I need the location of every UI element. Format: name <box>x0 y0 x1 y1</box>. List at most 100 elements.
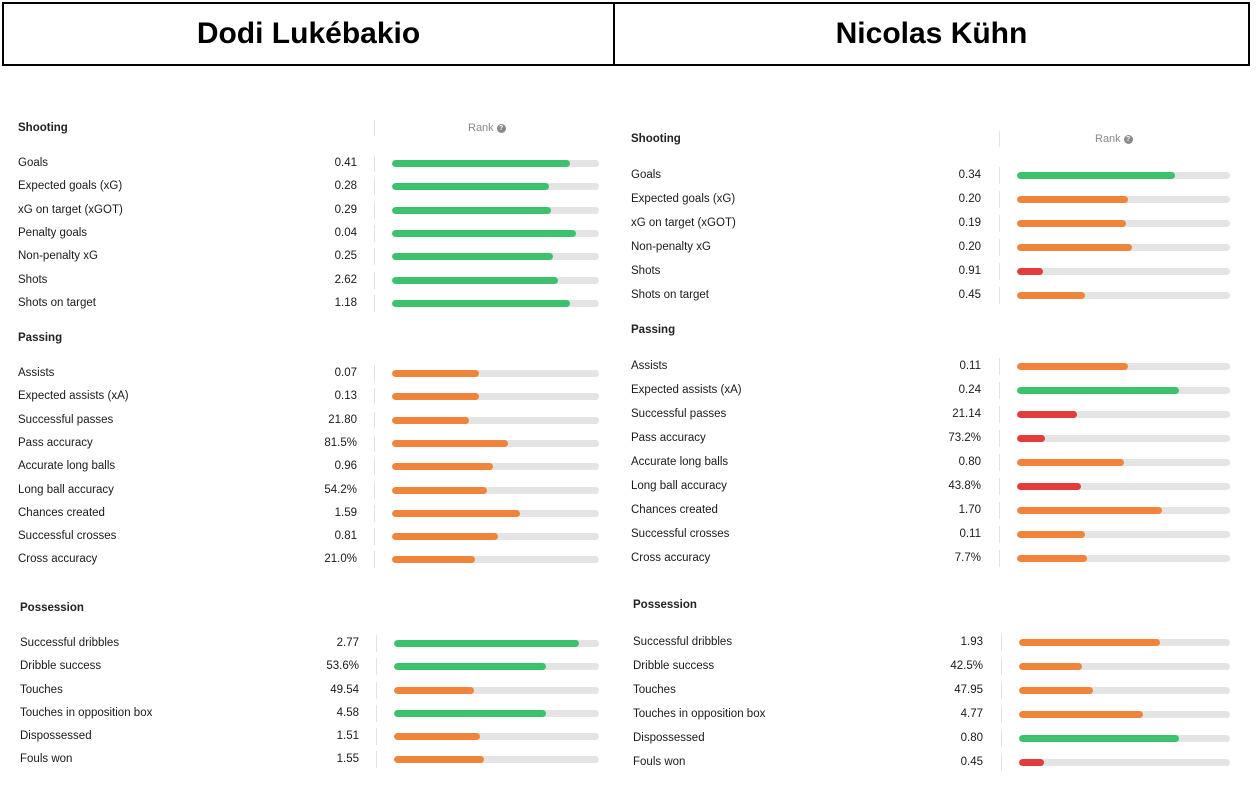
stat-row: Assists 0.07 <box>0 365 1256 385</box>
stat-label: Assists <box>631 360 668 372</box>
stat-label: Chances created <box>18 507 105 519</box>
stat-divider <box>999 478 1000 495</box>
rank-bar-track <box>392 183 599 190</box>
stat-value: 42.5% <box>950 660 983 672</box>
rank-bar-track <box>1017 268 1230 275</box>
stat-label: Goals <box>631 169 662 181</box>
stat-row: Chances created 1.70 <box>0 502 1256 522</box>
stat-value: 0.13 <box>334 390 357 402</box>
stat-divider <box>374 388 375 405</box>
stat-value: 0.80 <box>960 732 983 744</box>
rank-bar-track <box>1017 220 1230 227</box>
stat-row: Successful crosses 0.81 <box>0 528 1256 548</box>
stat-divider <box>376 682 377 699</box>
stat-label: Expected goals (xG) <box>18 180 123 192</box>
stat-value: 0.25 <box>334 250 357 262</box>
stat-row: Successful crosses 0.11 <box>0 526 1256 546</box>
stat-row: Penalty goals 0.04 <box>0 225 1256 245</box>
rank-bar-fill <box>392 300 571 307</box>
rank-bar-fill <box>1019 711 1144 718</box>
stat-row: Assists 0.11 <box>0 358 1256 378</box>
stat-row: Successful dribbles 1.93 <box>0 634 1256 654</box>
stat-value: 0.11 <box>959 360 981 372</box>
rank-bar-fill <box>1017 172 1175 179</box>
stat-divider <box>1001 634 1002 651</box>
stat-row: Dispossessed 1.51 <box>0 728 1256 748</box>
rank-bar-track <box>392 487 599 494</box>
stat-divider <box>999 287 1000 304</box>
rank-bar-fill <box>392 393 479 400</box>
rank-bar-fill <box>1017 220 1126 227</box>
rank-bar-fill <box>1017 196 1128 203</box>
rank-bar-fill <box>394 640 579 647</box>
help-icon[interactable]: ? <box>496 123 506 133</box>
stat-label: Successful passes <box>18 414 114 426</box>
rank-bar-fill <box>1017 411 1077 418</box>
stat-value: 4.77 <box>960 708 983 720</box>
rank-bar-track <box>392 300 599 307</box>
rank-bar-fill <box>1017 555 1088 562</box>
rank-bar-track <box>394 640 599 647</box>
rank-bar-fill <box>392 510 521 517</box>
rank-bar-track <box>392 207 599 214</box>
stat-divider <box>374 365 375 382</box>
stat-divider <box>374 295 375 312</box>
stat-divider <box>1001 682 1002 699</box>
rank-bar-fill <box>392 487 488 494</box>
stat-divider <box>1001 754 1002 771</box>
stat-label: Shots on target <box>18 297 96 309</box>
stat-value: 43.8% <box>948 480 981 492</box>
stat-value: 21.14 <box>952 408 981 420</box>
stat-value: 0.91 <box>958 265 981 277</box>
stat-divider <box>1001 706 1002 723</box>
stat-row: Goals 0.41 <box>0 155 1256 175</box>
stat-row: Pass accuracy 81.5% <box>0 435 1256 455</box>
stat-divider <box>374 528 375 545</box>
rank-bar-track <box>392 230 599 237</box>
stat-row: Cross accuracy 21.0% <box>0 551 1256 571</box>
stat-label: Dribble success <box>633 660 715 672</box>
rank-bar-track <box>392 160 599 167</box>
stat-divider <box>999 406 1000 423</box>
rank-bar-track <box>392 463 599 470</box>
rank-bar-fill <box>1019 759 1045 766</box>
rank-bar-track <box>394 756 599 763</box>
stat-value: 0.81 <box>334 530 357 542</box>
stat-value: 0.20 <box>958 241 981 253</box>
rank-bar-fill <box>392 230 577 237</box>
rank-bar-track <box>392 533 599 540</box>
stat-divider <box>376 658 377 675</box>
stat-label: xG on target (xGOT) <box>18 204 123 216</box>
rank-bar-fill <box>1017 268 1043 275</box>
rank-bar-fill <box>392 160 571 167</box>
rank-bar-fill <box>392 183 550 190</box>
stat-label: Pass accuracy <box>631 432 706 444</box>
stat-value: 54.2% <box>324 484 357 496</box>
stat-row: Shots 2.62 <box>0 272 1256 292</box>
stat-label: Chances created <box>631 504 718 516</box>
rank-bar-track <box>1019 759 1230 766</box>
stat-divider <box>999 263 1000 280</box>
stat-value: 1.18 <box>334 297 357 309</box>
stat-divider <box>999 502 1000 519</box>
stat-row: Expected assists (xA) 0.24 <box>0 382 1256 402</box>
stat-value: 49.54 <box>330 684 359 696</box>
rank-bar-fill <box>394 733 481 740</box>
stat-value: 1.55 <box>336 753 359 765</box>
rank-bar-fill <box>394 756 485 763</box>
stat-row: Shots on target 0.45 <box>0 287 1256 307</box>
stat-row: Long ball accuracy 54.2% <box>0 482 1256 502</box>
stat-divider <box>376 728 377 745</box>
stat-label: Dispossessed <box>20 730 92 742</box>
left-player-name: Dodi Lukébakio <box>4 4 615 64</box>
stat-label: Goals <box>18 157 49 169</box>
rank-bar-fill <box>1019 639 1161 646</box>
rank-bar-track <box>394 733 599 740</box>
stat-value: 0.19 <box>958 217 981 229</box>
stat-row: Non-penalty xG 0.20 <box>0 239 1256 259</box>
help-icon[interactable]: ? <box>1123 134 1133 144</box>
section-title-possession: Possession <box>633 599 697 611</box>
stat-value: 0.11 <box>959 528 981 540</box>
stat-divider <box>374 202 375 219</box>
stat-label: Expected assists (xA) <box>631 384 742 396</box>
